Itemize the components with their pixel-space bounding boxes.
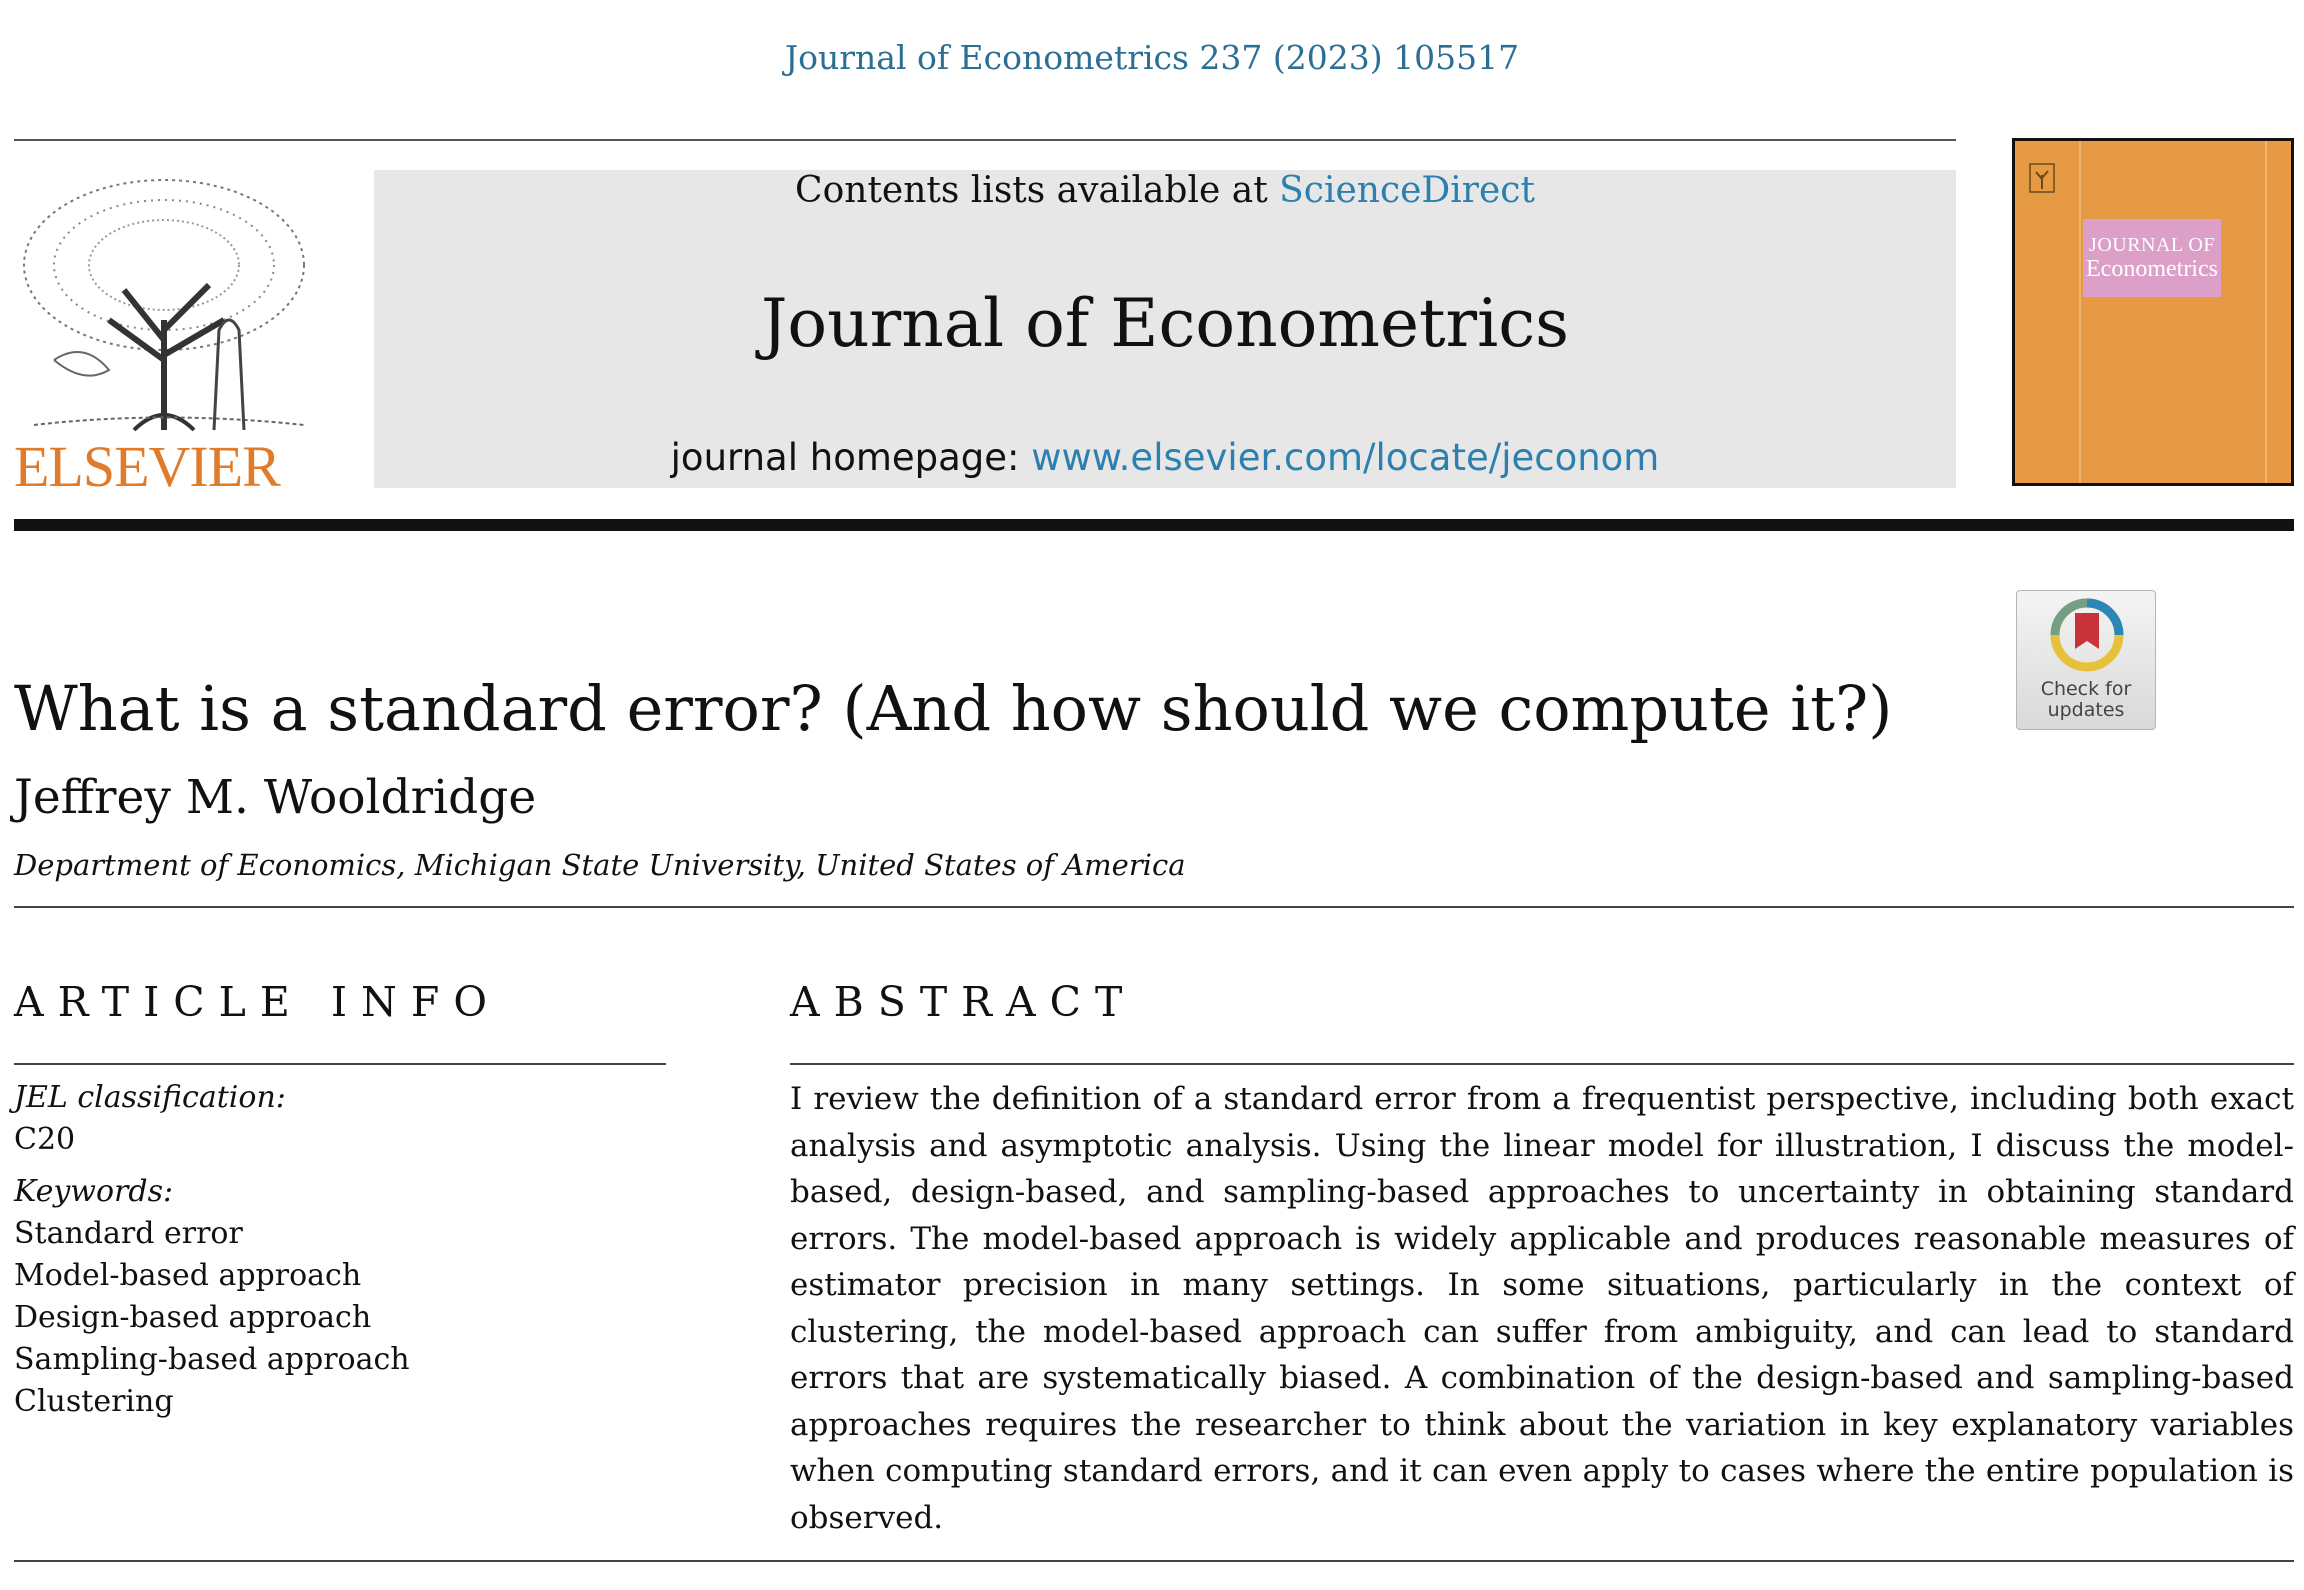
article-info-heading: ARTICLE INFO [14, 978, 501, 1026]
journal-banner: Contents lists available at ScienceDirec… [374, 170, 1956, 488]
journal-citation: Journal of Econometrics 237 (2023) 10551… [784, 38, 1520, 77]
abstract-text: I review the definition of a standard er… [790, 1081, 2294, 1536]
author-affiliation: Department of Economics, Michigan State … [14, 848, 1186, 882]
elsevier-logo: ELSEVIER [14, 170, 314, 500]
keywords-label: Keywords: [14, 1174, 174, 1209]
check-updates-line1: Check for [2040, 678, 2132, 700]
keyword-item[interactable]: Model-based approach [14, 1258, 362, 1293]
homepage-line: journal homepage: www.elsevier.com/locat… [374, 436, 1956, 479]
keyword-item[interactable]: Design-based approach [14, 1300, 372, 1335]
cover-title-line2: Econometrics [2086, 256, 2218, 282]
cover-elsevier-icon [2029, 163, 2055, 193]
journal-title: Journal of Econometrics [760, 285, 1570, 362]
jel-label: JEL classification: [14, 1080, 286, 1115]
keyword-item[interactable]: Sampling-based approach [14, 1342, 410, 1377]
check-updates-label: Check for updates [2017, 679, 2155, 721]
article-author[interactable]: Jeffrey M. Wooldridge [14, 770, 537, 825]
contents-prefix: Contents lists available at [795, 170, 1280, 211]
check-for-updates-badge[interactable]: Check for updates [2016, 590, 2156, 730]
cover-title-plate: JOURNAL OF Econometrics [2083, 219, 2221, 297]
keyword-item[interactable]: Clustering [14, 1384, 174, 1419]
check-updates-icon [2050, 598, 2124, 672]
homepage-link[interactable]: www.elsevier.com/locate/jeconom [1031, 436, 1660, 479]
article-title: What is a standard error? (And how shoul… [14, 672, 1893, 745]
cover-stripe [2079, 141, 2081, 483]
sciencedirect-link[interactable]: ScienceDirect [1279, 170, 1535, 211]
homepage-prefix: journal homepage: [670, 436, 1032, 479]
abstract-rule [790, 1063, 2294, 1065]
cover-title-line1: JOURNAL OF [2089, 234, 2215, 256]
check-updates-line2: updates [2047, 699, 2125, 721]
contents-line: Contents lists available at ScienceDirec… [374, 170, 1956, 211]
header-top-rule [14, 139, 1956, 141]
cover-stripe [2265, 141, 2267, 483]
article-info-panel: JEL classification: C20 Keywords: Standa… [14, 1077, 654, 1423]
jel-value: C20 [14, 1122, 76, 1157]
header-thick-rule [14, 519, 2294, 531]
journal-cover[interactable]: JOURNAL OF Econometrics [2012, 138, 2294, 486]
elsevier-wordmark: ELSEVIER [14, 434, 281, 499]
elsevier-tree-icon [23, 179, 305, 432]
article-info-rule [14, 1063, 666, 1065]
title-divider [14, 906, 2294, 908]
abstract-heading: ABSTRACT [790, 978, 1137, 1026]
abstract-bottom-rule [14, 1560, 2294, 1562]
keyword-item[interactable]: Standard error [14, 1216, 243, 1251]
